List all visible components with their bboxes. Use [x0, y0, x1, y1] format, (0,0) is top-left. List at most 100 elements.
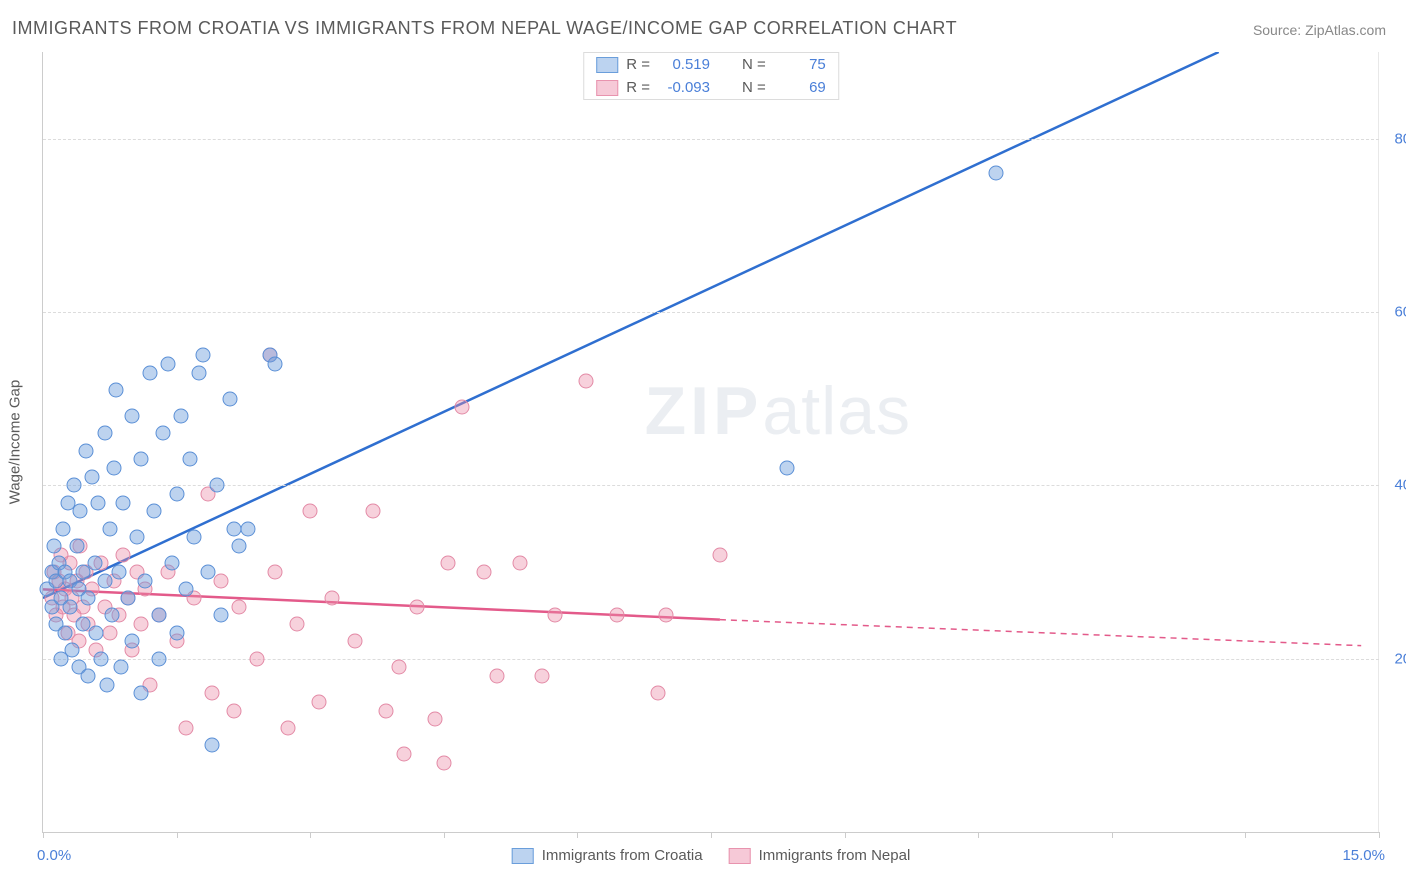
- scatter-point-nepal: [205, 686, 220, 701]
- r-label: R =: [626, 79, 650, 96]
- scatter-point-croatia: [169, 625, 184, 640]
- x-tick: [1245, 832, 1246, 838]
- scatter-point-croatia: [200, 565, 215, 580]
- scatter-point-nepal: [712, 547, 727, 562]
- scatter-point-nepal: [534, 669, 549, 684]
- scatter-point-nepal: [396, 747, 411, 762]
- scatter-point-nepal: [476, 565, 491, 580]
- scatter-point-nepal: [249, 651, 264, 666]
- gridline-h: [43, 139, 1379, 140]
- scatter-point-croatia: [142, 365, 157, 380]
- legend-item-croatia: Immigrants from Croatia: [512, 847, 703, 864]
- scatter-point-croatia: [120, 591, 135, 606]
- legend-label-croatia: Immigrants from Croatia: [542, 847, 703, 864]
- scatter-point-croatia: [46, 539, 61, 554]
- scatter-point-nepal: [650, 686, 665, 701]
- scatter-point-nepal: [610, 608, 625, 623]
- scatter-point-croatia: [147, 504, 162, 519]
- scatter-point-nepal: [659, 608, 674, 623]
- scatter-point-croatia: [105, 608, 120, 623]
- x-tick: [43, 832, 44, 838]
- swatch-croatia: [596, 57, 618, 73]
- swatch-nepal: [729, 848, 751, 864]
- scatter-point-croatia: [151, 651, 166, 666]
- scatter-point-croatia: [240, 521, 255, 536]
- scatter-point-croatia: [223, 391, 238, 406]
- x-tick: [711, 832, 712, 838]
- scatter-point-croatia: [114, 660, 129, 675]
- scatter-point-nepal: [436, 755, 451, 770]
- scatter-point-nepal: [280, 721, 295, 736]
- scatter-point-croatia: [191, 365, 206, 380]
- scatter-point-croatia: [205, 738, 220, 753]
- scatter-point-nepal: [347, 634, 362, 649]
- scatter-point-nepal: [178, 721, 193, 736]
- scatter-point-croatia: [111, 565, 126, 580]
- source-prefix: Source:: [1253, 22, 1301, 38]
- scatter-point-nepal: [133, 617, 148, 632]
- x-tick: [978, 832, 979, 838]
- scatter-point-croatia: [989, 166, 1004, 181]
- source-name: ZipAtlas.com: [1305, 22, 1386, 38]
- scatter-point-croatia: [80, 669, 95, 684]
- scatter-point-croatia: [129, 530, 144, 545]
- scatter-point-nepal: [548, 608, 563, 623]
- legend-series: Immigrants from Croatia Immigrants from …: [512, 847, 911, 864]
- scatter-point-nepal: [116, 547, 131, 562]
- scatter-point-croatia: [78, 443, 93, 458]
- scatter-point-nepal: [579, 374, 594, 389]
- x-tick: [845, 832, 846, 838]
- scatter-point-nepal: [267, 565, 282, 580]
- scatter-point-nepal: [312, 695, 327, 710]
- scatter-point-croatia: [100, 677, 115, 692]
- x-tick: [310, 832, 311, 838]
- y-tick-label: 20.0%: [1387, 650, 1406, 667]
- x-tick: [1112, 832, 1113, 838]
- x-tick: [577, 832, 578, 838]
- scatter-point-croatia: [165, 556, 180, 571]
- scatter-point-nepal: [102, 625, 117, 640]
- scatter-point-croatia: [64, 643, 79, 658]
- scatter-point-croatia: [93, 651, 108, 666]
- n-label: N =: [742, 79, 766, 96]
- scatter-point-croatia: [125, 634, 140, 649]
- scatter-point-nepal: [231, 599, 246, 614]
- swatch-nepal: [596, 80, 618, 96]
- x-tick: [444, 832, 445, 838]
- trend-lines-svg: [43, 52, 1379, 832]
- scatter-point-nepal: [378, 703, 393, 718]
- r-label: R =: [626, 56, 650, 73]
- swatch-croatia: [512, 848, 534, 864]
- scatter-point-croatia: [58, 625, 73, 640]
- y-tick-label: 80.0%: [1387, 130, 1406, 147]
- scatter-point-croatia: [196, 348, 211, 363]
- scatter-point-croatia: [91, 495, 106, 510]
- scatter-point-nepal: [512, 556, 527, 571]
- scatter-point-croatia: [98, 426, 113, 441]
- source-attribution: Source: ZipAtlas.com: [1253, 22, 1386, 38]
- scatter-point-croatia: [214, 608, 229, 623]
- scatter-point-nepal: [410, 599, 425, 614]
- scatter-point-croatia: [109, 383, 124, 398]
- scatter-point-croatia: [76, 617, 91, 632]
- legend-correlation: R = 0.519 N = 75 R = -0.093 N = 69: [583, 52, 839, 100]
- gridline-h: [43, 485, 1379, 486]
- scatter-point-nepal: [289, 617, 304, 632]
- r-value-nepal: -0.093: [662, 79, 710, 96]
- chart-plot-area: Wage/Income Gap ZIPatlas R = 0.519 N = 7…: [42, 52, 1379, 833]
- scatter-point-croatia: [55, 521, 70, 536]
- scatter-point-nepal: [325, 591, 340, 606]
- x-axis-max-label: 15.0%: [1342, 847, 1385, 864]
- scatter-point-croatia: [779, 461, 794, 476]
- scatter-point-croatia: [73, 504, 88, 519]
- chart-title: IMMIGRANTS FROM CROATIA VS IMMIGRANTS FR…: [12, 18, 957, 39]
- scatter-point-croatia: [98, 573, 113, 588]
- x-tick: [177, 832, 178, 838]
- scatter-point-croatia: [125, 409, 140, 424]
- scatter-point-croatia: [138, 573, 153, 588]
- y-tick-label: 40.0%: [1387, 477, 1406, 494]
- scatter-point-nepal: [454, 400, 469, 415]
- scatter-point-nepal: [303, 504, 318, 519]
- scatter-point-croatia: [182, 452, 197, 467]
- y-tick-label: 60.0%: [1387, 304, 1406, 321]
